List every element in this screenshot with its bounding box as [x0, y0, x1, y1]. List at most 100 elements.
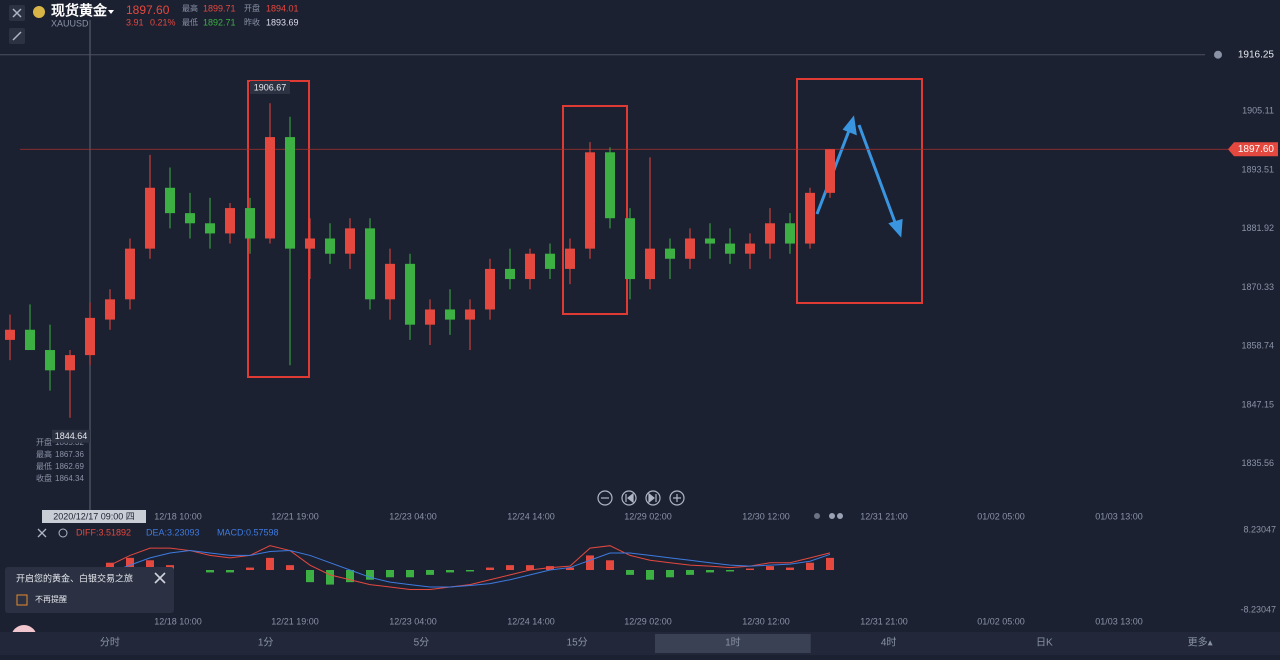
- candle-body: [565, 248, 575, 269]
- price: 1897.60: [126, 3, 170, 17]
- y-tick-label: 8.23047: [1243, 524, 1276, 534]
- y-tick-label: 1905.11: [1242, 106, 1274, 116]
- tabs: 分时 1分 5分 15分 1时 4时 日K 更多▴: [100, 634, 1213, 653]
- indicator-settings[interactable]: [58, 528, 68, 538]
- candle-body: [25, 329, 35, 351]
- candle-body: [405, 263, 415, 325]
- macd-label: MACD:0.57598: [217, 527, 279, 537]
- checkbox[interactable]: [16, 594, 28, 606]
- macd-bar: [806, 562, 814, 570]
- popup-close[interactable]: [154, 572, 166, 584]
- x-tick-label: 12/31 21:00: [860, 616, 908, 626]
- stat-value: 1893.69: [266, 17, 299, 27]
- tab[interactable]: 1分: [258, 637, 274, 649]
- tab[interactable]: 4时: [881, 637, 897, 649]
- x-tick-label: 12/30 12:00: [742, 616, 790, 626]
- tab[interactable]: 15分: [567, 637, 588, 649]
- macd-label: DIFF:3.51892: [76, 527, 131, 537]
- arrow: [857, 124, 898, 226]
- candle-body: [665, 248, 675, 259]
- go-end[interactable]: [645, 490, 661, 506]
- macd-bar: [606, 560, 614, 570]
- zoom-out[interactable]: [597, 490, 613, 506]
- candle-body: [465, 309, 475, 320]
- macd-bar: [226, 570, 234, 573]
- macd-bar: [426, 570, 434, 575]
- candle-body: [345, 228, 355, 254]
- candle-body: [505, 268, 515, 280]
- stat-label: 最高: [182, 3, 198, 13]
- x-tick-label: 12/21 19:00: [271, 511, 319, 521]
- macd-bar: [646, 570, 654, 580]
- stat-value: 1892.71: [203, 17, 236, 27]
- gold-icon: [33, 6, 45, 18]
- candle-body: [525, 253, 535, 280]
- tab[interactable]: 更多▴: [1188, 636, 1213, 649]
- crosshair-row-label: 最高: [36, 449, 52, 459]
- candle-body: [145, 187, 155, 249]
- candle-body: [165, 187, 175, 214]
- macd-bar: [366, 570, 374, 580]
- macd-bar: [786, 567, 794, 570]
- popup-text: 开启您的黄金、白银交易之旅: [16, 572, 133, 583]
- x-tick-label: 12/21 19:00: [271, 616, 319, 626]
- candle-body: [205, 223, 215, 234]
- crosshair-row-label: 收盘: [36, 473, 52, 483]
- candle-body: [805, 192, 815, 244]
- high-label-box: [250, 81, 290, 94]
- tab-bar: [0, 632, 1280, 655]
- symbol: XAUUSD: [51, 18, 89, 28]
- tab[interactable]: 5分: [414, 637, 430, 649]
- candle-body: [5, 329, 15, 340]
- candle-body: [425, 309, 435, 325]
- draw-icon: [12, 31, 22, 41]
- x-tick-label: 12/24 14:00: [507, 616, 555, 626]
- macd-label: DEA:3.23093: [146, 527, 200, 537]
- go-start[interactable]: [621, 490, 637, 506]
- change: 3.91: [126, 17, 144, 27]
- dot: [814, 513, 820, 519]
- macd-bar: [566, 567, 574, 570]
- x-tick-label: 12/29 02:00: [624, 511, 672, 521]
- nav-buttons: [597, 490, 685, 506]
- crosshair-row-value: 1862.69: [55, 462, 84, 471]
- low-label: 1844.64: [55, 431, 88, 441]
- y-tick-label: 1847.15: [1241, 399, 1274, 409]
- price-label-box: [1228, 142, 1278, 157]
- candle-body: [365, 228, 375, 300]
- tab[interactable]: 1时: [725, 637, 741, 649]
- crosshair-date: 2020/12/17 09:00 四: [53, 511, 135, 521]
- candle-body: [825, 149, 835, 193]
- checkbox-label[interactable]: 不再提醒: [35, 594, 67, 604]
- tab[interactable]: 分时: [100, 637, 120, 649]
- x-tick-label: 01/03 13:00: [1095, 511, 1143, 521]
- close-indicator[interactable]: [37, 528, 47, 538]
- macd-bar: [406, 570, 414, 578]
- candle-body: [585, 152, 595, 249]
- macd-bar: [326, 570, 334, 585]
- macd-bar: [466, 570, 474, 572]
- dropdown-caret[interactable]: [108, 10, 114, 14]
- candle-body: [485, 268, 495, 310]
- alert-label: 1916.25: [1238, 49, 1275, 60]
- macd-bar: [206, 570, 214, 573]
- arrows: [815, 115, 903, 238]
- macd-bar: [246, 567, 254, 570]
- high-label: 1906.67: [254, 82, 287, 92]
- highlight-box: [796, 78, 923, 304]
- macd-bar: [826, 557, 834, 570]
- candle-body: [385, 263, 395, 300]
- stat-label: 昨收: [244, 17, 260, 27]
- candle-body: [745, 243, 755, 254]
- change-pct: 0.21%: [150, 17, 176, 27]
- macd-bar: [146, 560, 154, 570]
- stat-value: 1894.01: [266, 3, 299, 13]
- x-tick-label: 12/31 21:00: [860, 511, 908, 521]
- zoom-in[interactable]: [669, 490, 685, 506]
- macd-bar: [526, 565, 534, 570]
- instrument-name[interactable]: 现货黄金: [51, 3, 108, 19]
- tab[interactable]: 日K: [1036, 638, 1053, 649]
